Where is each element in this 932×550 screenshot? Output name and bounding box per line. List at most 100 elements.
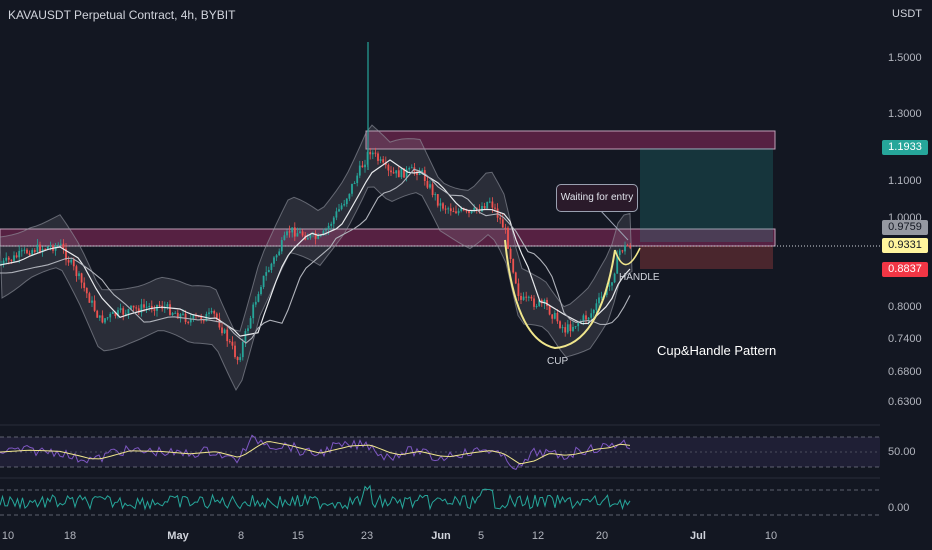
candle-body (179, 314, 182, 319)
candle-body (465, 210, 468, 212)
candle-body (111, 312, 114, 314)
time-axis-label: 20 (595, 530, 609, 542)
price-axis-label: 0.6300 (888, 396, 922, 408)
candle-body (403, 168, 405, 178)
candle-body (410, 167, 413, 169)
candle-body (392, 172, 395, 174)
candle-body (514, 272, 517, 284)
candle-body (317, 235, 320, 239)
candle-body (377, 153, 379, 161)
candle-body (176, 312, 179, 319)
candle-body (460, 208, 463, 211)
candle-body (405, 169, 408, 178)
candle-body (267, 270, 270, 273)
candle-body (416, 171, 418, 175)
candle-body (496, 208, 499, 218)
candle-body (564, 327, 567, 333)
candle-body (158, 304, 161, 306)
candle-body (330, 223, 333, 226)
candle-body (535, 305, 538, 307)
resistance-zone (365, 130, 776, 150)
candle-body (501, 219, 504, 228)
candle-body (283, 235, 286, 241)
time-axis-label: 23 (360, 530, 374, 542)
candle-body (192, 315, 195, 320)
candle-body (345, 198, 348, 205)
candle-body (226, 329, 229, 342)
candle-body (592, 309, 595, 314)
candle-body (291, 227, 294, 233)
candle-body (553, 312, 556, 319)
time-axis-label: Jun (431, 530, 451, 542)
candle-body (106, 317, 109, 319)
candle-body (348, 193, 351, 199)
candle-body (143, 304, 145, 308)
candle-body (278, 251, 281, 256)
handle-label[interactable]: HANDLE (619, 272, 660, 283)
candle-body (595, 303, 598, 310)
candle-body (527, 296, 530, 298)
candle-body (249, 318, 252, 329)
candle-body (470, 210, 473, 214)
candle-body (577, 322, 580, 327)
time-axis-label: 5 (477, 530, 485, 542)
candle-body (351, 183, 353, 194)
candle-body (85, 287, 88, 294)
pattern-label[interactable]: Cup&Handle Pattern (657, 343, 777, 358)
candle-body (197, 316, 200, 318)
candle-body (20, 250, 23, 252)
candle-body (286, 231, 288, 236)
candle-body (390, 170, 392, 173)
candle-body (322, 230, 325, 236)
candle-body (137, 308, 140, 313)
candle-body (358, 165, 361, 176)
long-target-area (640, 148, 773, 242)
candle-body (75, 266, 78, 277)
candle-body (608, 285, 611, 287)
candle-body (481, 206, 483, 212)
candle-body (7, 257, 10, 260)
candle-body (189, 319, 192, 323)
candle-body (569, 324, 572, 332)
candle-body (522, 296, 525, 300)
candle-body (556, 312, 559, 322)
price-axis-label: 1.5000 (888, 52, 922, 64)
candle-body (618, 250, 621, 255)
candle-body (335, 211, 338, 218)
candle-body (187, 321, 190, 323)
candle-body (509, 248, 512, 259)
candle-body (174, 312, 177, 314)
cup-label[interactable]: CUP (547, 356, 569, 367)
candle-body (325, 229, 327, 231)
candle-body (257, 294, 260, 302)
candle-body (239, 357, 242, 361)
candle-body (374, 152, 377, 154)
candle-body (530, 296, 533, 299)
candle-body (361, 165, 364, 168)
candle-body (421, 170, 424, 172)
candle-body (288, 231, 291, 233)
candle-body (44, 248, 47, 250)
candle-body (166, 304, 169, 307)
candle-body (319, 235, 322, 237)
candle-body (28, 253, 31, 256)
waiting-for-entry-callout[interactable]: Waiting for entry (556, 184, 638, 212)
candle-body (223, 329, 226, 334)
candle-body (582, 315, 585, 322)
candle-body (41, 248, 44, 253)
candle-body (444, 208, 447, 210)
candle-body (273, 257, 275, 264)
symbol-title[interactable]: KAVAUSDT Perpetual Contract, 4h, BYBIT (8, 8, 236, 22)
candle-body (150, 305, 153, 310)
candle-body (546, 299, 548, 307)
candle-body (442, 203, 444, 209)
candle-body (369, 152, 372, 155)
price-axis-label: 1.3000 (888, 108, 922, 120)
candle-body (512, 258, 515, 273)
candle-body (306, 237, 309, 240)
candle-body (145, 306, 148, 308)
candle-body (483, 206, 486, 209)
candle-body (457, 210, 460, 214)
